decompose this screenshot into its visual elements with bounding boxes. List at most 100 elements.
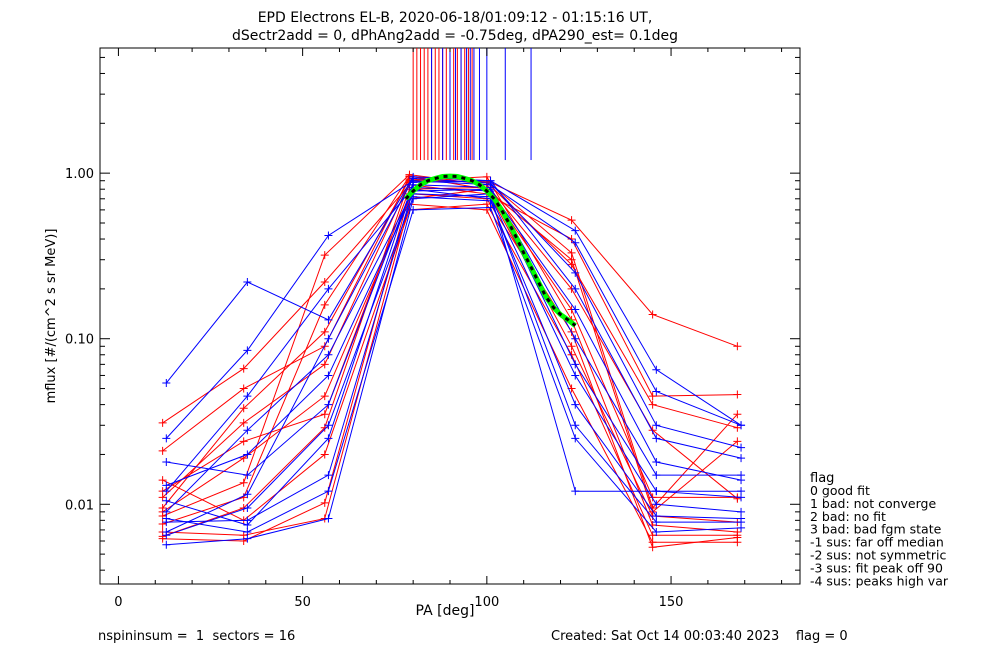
data-point-blue-6-5 bbox=[571, 371, 580, 380]
data-point-blue-10-0 bbox=[162, 487, 171, 496]
data-point-red-6-5 bbox=[567, 235, 576, 244]
data-point-blue-7-1 bbox=[243, 520, 252, 529]
x-tick-label-3: 150 bbox=[659, 595, 684, 610]
x-axis-ticks: 0 50 100 150 bbox=[114, 48, 783, 610]
data-point-blue-1-6 bbox=[652, 365, 661, 374]
data-point-red-4-2 bbox=[320, 450, 329, 459]
vertical-markers bbox=[412, 48, 532, 161]
legend-item-0: 0 good fit bbox=[810, 483, 870, 498]
data-point-red-11-5 bbox=[567, 248, 576, 257]
data-point-blue-8-2 bbox=[324, 334, 333, 343]
data-point-blue-11-6 bbox=[652, 487, 661, 496]
data-point-red-6-1 bbox=[239, 364, 248, 373]
data-point-red-3-7 bbox=[733, 437, 742, 446]
data-point-blue-7-6 bbox=[652, 434, 661, 443]
data-point-blue-8-7 bbox=[737, 443, 746, 452]
data-point-blue-10-1 bbox=[243, 392, 252, 401]
data-point-blue-12-0 bbox=[162, 531, 171, 540]
data-point-blue-4-2 bbox=[324, 471, 333, 480]
data-point-blue-7-5 bbox=[571, 284, 580, 293]
chart-title-line2: dSectr2add = 0, dPhAng2add = -0.75deg, d… bbox=[232, 28, 678, 44]
series-red-1 bbox=[158, 172, 742, 541]
series-line-blue-9 bbox=[166, 206, 742, 533]
data-point-red-6-2 bbox=[320, 278, 329, 287]
data-point-red-4-6 bbox=[648, 531, 657, 540]
legend-item-3: 3 bad: bad fgm state bbox=[810, 522, 942, 537]
data-point-red-11-1 bbox=[239, 418, 248, 427]
data-point-blue-8-6 bbox=[652, 421, 661, 430]
data-point-red-8-6 bbox=[648, 493, 657, 502]
data-point-blue-2-5 bbox=[571, 487, 580, 496]
data-point-blue-1-5 bbox=[571, 226, 580, 235]
data-point-red-6-7 bbox=[733, 390, 742, 399]
legend-item-5: -2 sus: not symmetric bbox=[810, 548, 946, 563]
data-point-red-11-2 bbox=[320, 360, 329, 369]
data-point-blue-3-5 bbox=[571, 238, 580, 247]
series-red-5 bbox=[158, 170, 742, 520]
data-point-blue-6-2 bbox=[324, 371, 333, 380]
data-point-blue-1-0 bbox=[162, 379, 171, 388]
series-line-red-5 bbox=[162, 174, 738, 517]
data-point-blue-2-2 bbox=[324, 514, 333, 523]
series-line-blue-10 bbox=[165, 186, 742, 492]
series-blue-8 bbox=[162, 174, 746, 537]
legend-title: flag bbox=[810, 471, 834, 486]
data-point-blue-12-6 bbox=[652, 511, 661, 520]
data-point-blue-9-6 bbox=[652, 528, 661, 537]
data-point-blue-11-2 bbox=[324, 350, 333, 359]
data-point-red-9-1 bbox=[239, 404, 248, 413]
series-blue-7 bbox=[162, 176, 746, 529]
data-point-blue-5-1 bbox=[243, 471, 252, 480]
series-red-8 bbox=[158, 183, 742, 502]
series-line-blue-4 bbox=[166, 188, 742, 523]
data-point-blue-7-0 bbox=[162, 496, 171, 505]
legend: flag 0 good fit 1 bad: not converge 2 ba… bbox=[810, 471, 949, 588]
data-point-blue-9-2 bbox=[324, 487, 333, 496]
data-point-blue-10-5 bbox=[571, 305, 580, 314]
data-point-red-9-6 bbox=[648, 400, 657, 409]
y-tick-label-2: 1.00 bbox=[65, 167, 94, 182]
data-point-blue-10-7 bbox=[737, 476, 746, 485]
data-point-blue-4-5 bbox=[571, 421, 580, 430]
series-line-blue-8 bbox=[166, 177, 742, 533]
data-point-blue-3-2 bbox=[324, 231, 333, 240]
data-point-blue-3-1 bbox=[243, 346, 252, 355]
data-point-blue-12-7 bbox=[737, 514, 746, 523]
data-point-blue-12-1 bbox=[243, 503, 252, 512]
series-line-blue-3 bbox=[165, 180, 742, 439]
series-line-blue-5 bbox=[166, 184, 742, 476]
data-point-blue-11-1 bbox=[243, 426, 252, 435]
data-point-blue-1-2 bbox=[324, 315, 333, 324]
series-line-blue-7 bbox=[166, 180, 742, 526]
data-point-blue-3-6 bbox=[652, 387, 661, 396]
data-point-red-4-0 bbox=[158, 476, 167, 485]
data-point-blue-9-3 bbox=[409, 205, 418, 214]
data-point-blue-1-1 bbox=[243, 278, 252, 287]
data-point-red-12-2 bbox=[320, 300, 329, 309]
data-point-red-12-5 bbox=[567, 342, 576, 351]
data-point-blue-3-7 bbox=[737, 421, 746, 430]
data-point-red-2-5 bbox=[567, 216, 576, 225]
data-point-blue-6-6 bbox=[652, 500, 661, 509]
data-point-red-6-6 bbox=[648, 392, 657, 401]
y-tick-label-0: 0.01 bbox=[65, 498, 94, 513]
data-point-red-5-6 bbox=[648, 426, 657, 435]
series-red-2 bbox=[158, 172, 742, 455]
data-point-blue-8-1 bbox=[243, 490, 252, 499]
series-line-red-9 bbox=[162, 178, 738, 509]
data-point-red-2-6 bbox=[648, 310, 657, 319]
fit-curve bbox=[403, 173, 577, 328]
data-point-blue-9-7 bbox=[737, 523, 746, 532]
series-line-blue-11 bbox=[165, 188, 742, 513]
series-line-red-6 bbox=[162, 184, 738, 424]
data-point-blue-7-2 bbox=[324, 434, 333, 443]
data-point-red-3-2 bbox=[320, 392, 329, 401]
data-point-blue-12-5 bbox=[571, 400, 580, 409]
data-point-blue-12-2 bbox=[324, 421, 333, 430]
y-axis-ticks: 0.01 0.10 1.00 bbox=[65, 56, 800, 571]
data-point-red-5-1 bbox=[239, 478, 248, 487]
series-blue-1 bbox=[162, 172, 746, 430]
data-point-red-11-0 bbox=[158, 493, 167, 502]
fit-curve-green bbox=[403, 173, 577, 328]
